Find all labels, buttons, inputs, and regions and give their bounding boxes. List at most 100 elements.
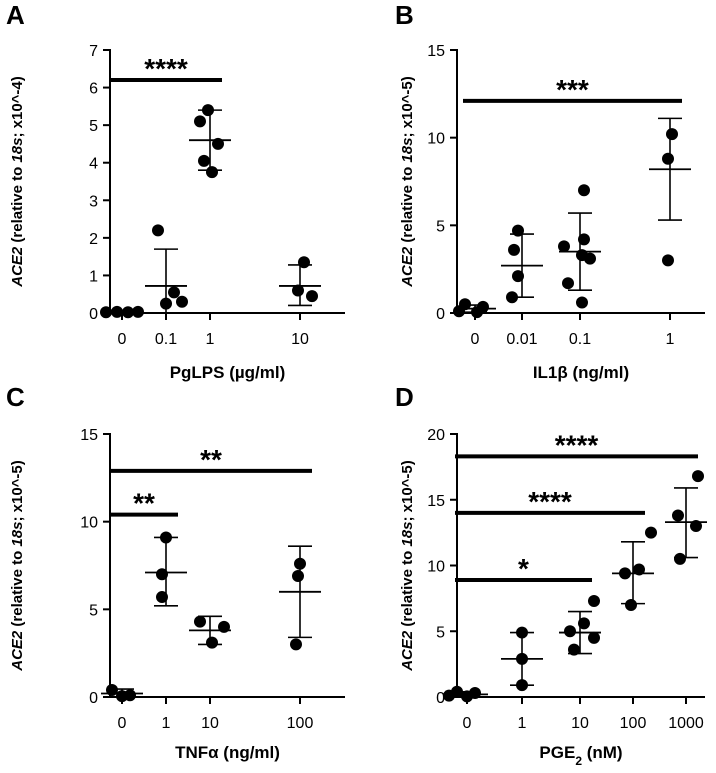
x-tick-label-c-2: 10 (201, 715, 219, 732)
y-tick-label-d-1: 5 (436, 624, 445, 641)
data-point-a-0-0 (100, 306, 112, 319)
y-axis-title-prefix-d: (relative to (399, 547, 416, 631)
significance-label-c-1: ** (200, 444, 222, 475)
data-point-a-2-3 (198, 154, 210, 167)
data-point-b-1-3 (506, 291, 518, 304)
data-point-c-2-2 (206, 636, 218, 649)
data-point-a-0-1 (111, 305, 123, 318)
data-point-d-4-2 (690, 520, 702, 533)
data-point-b-1-0 (512, 224, 524, 237)
x-tick-label-a-0: 0 (118, 331, 127, 348)
x-tick-label-d-1: 1 (518, 715, 527, 732)
y-tick-label-a-5: 5 (89, 118, 98, 135)
data-point-c-1-1 (156, 568, 168, 581)
significance-label-d-2: **** (555, 429, 599, 460)
y-tick-label-c-2: 10 (80, 515, 98, 532)
x-tick-label-d-2: 10 (571, 715, 589, 732)
data-point-d-4-1 (672, 509, 684, 522)
y-tick-label-c-0: 0 (89, 690, 98, 707)
x-tick-label-d-4: 1000 (668, 715, 704, 732)
y-axis-title-ref-a: 18s (9, 138, 26, 163)
data-point-d-4-0 (692, 470, 704, 483)
significance-label-d-1: **** (528, 486, 572, 517)
y-axis-title-b: ACE2 (relative to 18s; x10^-5) (399, 76, 416, 288)
data-point-d-0-2 (443, 689, 455, 702)
y-tick-label-b-3: 15 (427, 43, 445, 60)
x-tick-label-b-1: 0.01 (506, 331, 537, 348)
x-axis-title-b: IL1β (ng/ml) (533, 363, 629, 382)
y-axis-title-suffix-b: ; x10^-5) (399, 76, 416, 137)
data-point-c-3-2 (290, 638, 302, 651)
y-tick-label-b-1: 5 (436, 218, 445, 235)
y-axis-title-suffix-d: ; x10^-5) (399, 460, 416, 521)
data-point-c-1-2 (156, 591, 168, 604)
data-point-a-0-2 (122, 306, 134, 319)
panel-d: D 0 5 10 15 20 0 1 10 100 1000 PGE2 (nM) ACE2 (relat… (395, 382, 707, 768)
panel-letter-d: D (395, 382, 414, 412)
data-point-d-0-3 (461, 690, 473, 703)
data-point-c-1-0 (160, 531, 172, 544)
x-tick-label-a-1: 0.1 (155, 331, 177, 348)
x-axis-title-main-d: PGE (539, 743, 575, 762)
data-point-d-3-0 (645, 526, 657, 539)
data-point-b-1-1 (508, 243, 520, 256)
x-tick-label-a-3: 10 (291, 331, 309, 348)
panel-letter-c: C (6, 382, 25, 412)
y-axis-title-ref-b: 18s (399, 138, 416, 163)
data-point-c-3-1 (292, 570, 304, 583)
data-point-a-2-0 (202, 104, 214, 117)
y-axis-title-suffix-a: ; x10^-4) (9, 76, 26, 137)
significance-label-a-0: **** (144, 53, 188, 84)
data-point-d-3-1 (633, 563, 645, 576)
y-axis-title-prefix-a: (relative to (9, 163, 26, 247)
data-point-b-2-2 (558, 240, 570, 253)
data-point-d-3-3 (625, 598, 637, 611)
data-point-d-2-4 (568, 643, 580, 656)
data-point-b-0-3 (471, 306, 483, 319)
y-axis-title-gene-a: ACE2 (9, 246, 26, 288)
data-point-a-2-2 (212, 137, 224, 150)
y-tick-label-d-2: 10 (427, 559, 445, 576)
x-tick-label-b-0: 0 (471, 331, 480, 348)
y-axis-title-prefix-b: (relative to (399, 163, 416, 247)
y-tick-label-a-6: 6 (89, 81, 98, 98)
data-point-c-0-0 (106, 683, 118, 696)
data-point-c-2-0 (194, 615, 206, 628)
significance-label-d-0: * (518, 553, 529, 584)
data-point-b-2-0 (578, 184, 590, 197)
panel-b: B 0 5 10 15 0 0.01 0.1 1 IL1β (ng/ml) ACE2 (relati… (395, 0, 705, 382)
x-tick-label-d-0: 0 (463, 715, 472, 732)
y-tick-label-a-1: 1 (89, 268, 98, 285)
x-tick-label-c-3: 100 (287, 715, 314, 732)
y-axis-title-gene-c: ACE2 (9, 630, 26, 672)
y-tick-label-c-1: 5 (89, 602, 98, 619)
data-point-d-4-3 (674, 552, 686, 565)
data-point-a-3-1 (292, 284, 304, 297)
y-tick-label-d-4: 20 (427, 427, 445, 444)
x-tick-label-d-3: 100 (620, 715, 647, 732)
y-tick-label-b-0: 0 (436, 306, 445, 323)
y-tick-label-a-4: 4 (89, 156, 98, 173)
significance-label-c-0: ** (133, 488, 155, 519)
x-tick-label-c-0: 0 (118, 715, 127, 732)
data-point-d-1-1 (516, 652, 528, 665)
data-point-a-2-4 (206, 166, 218, 179)
y-axis-title-gene-b: ACE2 (399, 246, 416, 288)
panel-c: C 0 5 10 15 0 1 10 100 TNFα (ng/ml) ACE2 (relative… (6, 382, 345, 762)
x-tick-label-a-2: 1 (206, 331, 215, 348)
data-point-b-2-4 (584, 252, 596, 265)
data-point-a-2-1 (194, 115, 206, 128)
data-point-d-2-1 (578, 617, 590, 630)
significance-label-b-0: *** (556, 74, 589, 105)
data-point-d-1-0 (516, 626, 528, 639)
y-axis-title-suffix-c: ; x10^-5) (9, 460, 26, 521)
y-tick-label-a-3: 3 (89, 193, 98, 210)
data-point-d-2-3 (588, 631, 600, 644)
y-tick-label-c-3: 15 (80, 427, 98, 444)
data-point-a-1-2 (176, 295, 188, 308)
y-axis-title-d: ACE2 (relative to 18s; x10^-5) (399, 460, 416, 672)
data-point-b-3-0 (666, 128, 678, 141)
y-tick-label-d-3: 15 (427, 493, 445, 510)
x-tick-label-c-1: 1 (162, 715, 171, 732)
x-tick-label-b-2: 0.1 (569, 331, 591, 348)
